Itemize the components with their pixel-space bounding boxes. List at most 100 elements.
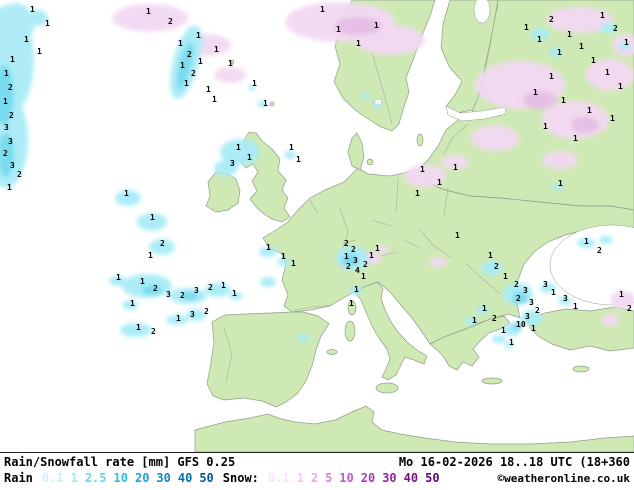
precip-value-label: 10 xyxy=(516,320,526,329)
precip-value-label: 3 xyxy=(529,298,534,307)
precip-value-label: 1 xyxy=(543,122,548,131)
precip-value-label: 2 xyxy=(346,262,351,271)
precip-value-label: 3 xyxy=(563,294,568,303)
map-title: Rain/Snowfall rate [mm] GFS 0.25 xyxy=(4,455,236,469)
precip-value-label: 1 xyxy=(247,153,252,162)
precip-value-label: 2 xyxy=(351,245,356,254)
scale-value: 20 xyxy=(360,471,376,485)
scale-value: 10 xyxy=(113,471,128,485)
precip-value-label: 1 xyxy=(567,30,572,39)
island-mallorca xyxy=(326,349,338,355)
precip-value-label: 1 xyxy=(4,69,9,78)
precip-value-label: 1 xyxy=(10,55,15,64)
scale-value: 2 xyxy=(310,471,319,485)
precip-value-label: 1 xyxy=(296,155,301,164)
precip-value-label: 1 xyxy=(558,179,563,188)
precip-value-label: 1 xyxy=(198,57,203,66)
precip-value-label: 1 xyxy=(579,42,584,51)
precip-value-label: 2 xyxy=(153,284,158,293)
precip-value-label: 2 xyxy=(363,260,368,269)
scale-value: 40 xyxy=(177,471,193,485)
precip-value-label: 2 xyxy=(204,307,209,316)
precip-value-label: 3 xyxy=(194,286,199,295)
precip-value-label: 2 xyxy=(597,246,602,255)
precip-value-label: 2 xyxy=(191,69,196,78)
precip-value-label: 1 xyxy=(573,134,578,143)
precip-value-label: 1 xyxy=(610,114,615,123)
europe-weather-map: 1121233232111111211111111212111111111311… xyxy=(0,0,634,452)
island-gotland xyxy=(416,133,424,147)
precip-value-label: 1 xyxy=(130,299,135,308)
precip-value-label: 1 xyxy=(524,23,529,32)
precip-value-label: 1 xyxy=(488,251,493,260)
gulf-of-finland xyxy=(445,105,507,122)
black-sea xyxy=(549,224,634,306)
scale-value: 1 xyxy=(296,471,304,485)
precip-value-label: 1 xyxy=(196,31,201,40)
precip-value-label: 1 xyxy=(45,19,50,28)
precip-value-label: 2 xyxy=(492,314,497,323)
precip-value-label: 1 xyxy=(584,237,589,246)
precip-value-label: 2 xyxy=(9,111,14,120)
scale-value: 20 xyxy=(134,471,150,485)
island-sardinia xyxy=(344,320,356,342)
land-italy xyxy=(354,281,428,381)
precip-value-label: 1 xyxy=(214,45,219,54)
island-crete xyxy=(481,377,503,385)
precip-value-label: 1 xyxy=(320,5,325,14)
precip-value-label: 1 xyxy=(178,39,183,48)
precip-value-label: 1 xyxy=(124,189,129,198)
precip-value-label: 2 xyxy=(516,294,521,303)
point-labels-layer: 1121233232111111211111111212111111111311… xyxy=(3,5,632,347)
precip-value-label: 1 xyxy=(232,289,237,298)
precip-value-label: 1 xyxy=(549,72,554,81)
precip-value-label: 1 xyxy=(30,5,35,14)
island-faroe xyxy=(229,59,235,65)
island-zealand xyxy=(366,158,374,166)
precip-value-label: 3 xyxy=(4,123,9,132)
precip-value-label: 1 xyxy=(176,314,181,323)
precip-value-label: 1 xyxy=(551,288,556,297)
copyright-text: ©weatheronline.co.uk xyxy=(497,472,630,485)
precip-value-label: 1 xyxy=(531,324,536,333)
scale-value: 0.1 xyxy=(267,471,290,485)
precip-value-label: 1 xyxy=(503,272,508,281)
precip-value-label: 1 xyxy=(281,252,286,261)
precip-value-label: 1 xyxy=(375,244,380,253)
scale-value: 50 xyxy=(199,471,214,485)
precip-value-label: 2 xyxy=(180,291,185,300)
precip-value-label: 1 xyxy=(624,38,629,47)
precip-value-label: 2 xyxy=(535,306,540,315)
island-shetland xyxy=(269,101,275,107)
precip-value-label: 1 xyxy=(356,39,361,48)
precip-value-label: 1 xyxy=(24,35,29,44)
scale-value: 1 xyxy=(70,471,78,485)
precip-value-label: 1 xyxy=(605,68,610,77)
scale-value: 30 xyxy=(382,471,397,485)
precip-value-label: 3 xyxy=(166,290,171,299)
precip-value-label: 1 xyxy=(587,106,592,115)
precip-value-label: 1 xyxy=(148,251,153,260)
precip-value-label: 1 xyxy=(184,79,189,88)
precip-value-label: 1 xyxy=(453,163,458,172)
precip-value-label: 1 xyxy=(291,259,296,268)
precip-value-label: 3 xyxy=(353,256,358,265)
precip-value-label: 2 xyxy=(187,50,192,59)
precip-value-label: 1 xyxy=(236,143,241,152)
rain-precip-layer xyxy=(0,3,631,348)
precip-value-label: 1 xyxy=(501,326,506,335)
precip-value-label: 1 xyxy=(116,273,121,282)
precip-value-label: 1 xyxy=(7,183,12,192)
precip-value-label: 1 xyxy=(266,243,271,252)
precip-value-label: 2 xyxy=(208,283,213,292)
precip-value-label: 1 xyxy=(509,338,514,347)
precip-value-label: 3 xyxy=(523,286,528,295)
precip-value-label: 1 xyxy=(420,165,425,174)
precip-value-label: 1 xyxy=(374,21,379,30)
scale-value: 50 xyxy=(425,471,440,485)
precip-value-label: 1 xyxy=(415,189,420,198)
scale-value: 40 xyxy=(403,471,419,485)
precip-value-label: 1 xyxy=(37,47,42,56)
precip-value-label: 1 xyxy=(180,61,185,70)
